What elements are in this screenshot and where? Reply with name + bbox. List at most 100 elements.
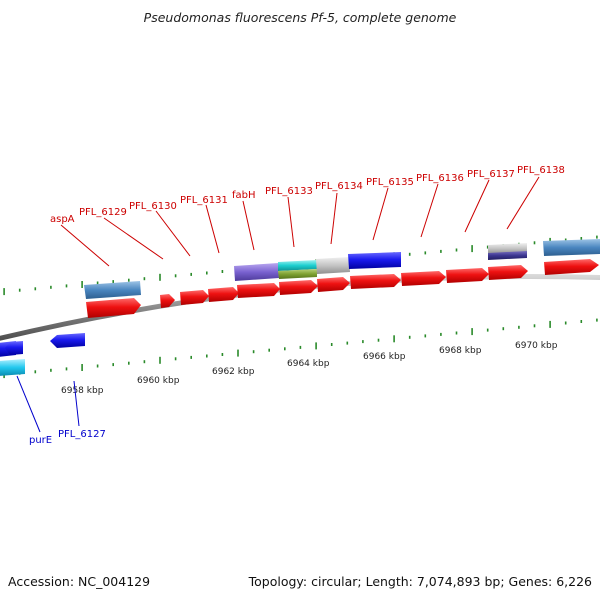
- forward-label-leaders: [60, 176, 540, 267]
- gene-feature-forward[interactable]: [544, 259, 599, 275]
- reverse-label-leaders: [16, 375, 80, 433]
- gene-label-pfl-6130[interactable]: PFL_6130: [129, 201, 177, 212]
- gene-feature-pfl-6137[interactable]: [446, 268, 489, 283]
- annotation-feature[interactable]: [84, 281, 141, 299]
- gene-feature-reverse[interactable]: [0, 359, 25, 376]
- major-tick: [81, 364, 83, 371]
- gene-feature-pfl-6131[interactable]: [208, 287, 239, 302]
- minor-tick: [96, 281, 99, 285]
- scale-label: 6962 kbp: [212, 367, 255, 377]
- reverse-gene-labels: purE PFL_6127: [29, 429, 106, 446]
- gene-feature-pfl-6134[interactable]: [317, 277, 350, 292]
- accession-text: Accession: NC_004129: [8, 574, 151, 589]
- leader-line: [205, 204, 220, 254]
- gene-feature-pfl-6135[interactable]: [350, 274, 401, 289]
- gene-feature-fabh[interactable]: [237, 283, 280, 298]
- gene-feature-aspa[interactable]: [86, 298, 141, 318]
- scale-label: 6968 kbp: [439, 346, 482, 356]
- gene-feature-pfl-6130[interactable]: [180, 290, 209, 305]
- major-tick: [549, 320, 551, 328]
- minor-tick: [564, 321, 567, 325]
- minor-tick: [190, 355, 192, 359]
- minor-tick: [206, 354, 208, 358]
- leader-line: [60, 224, 110, 267]
- gene-label-pfl-6138[interactable]: PFL_6138: [517, 165, 565, 176]
- annotation-feature[interactable]: [348, 252, 401, 269]
- annotation-feature[interactable]: [316, 257, 350, 274]
- scale-label: 6966 kbp: [363, 352, 406, 362]
- minor-tick: [128, 278, 130, 282]
- minor-tick: [533, 241, 536, 245]
- gene-feature-reverse[interactable]: [50, 333, 85, 348]
- gene-label-aspa[interactable]: aspA: [50, 214, 75, 225]
- minor-tick: [362, 340, 364, 344]
- minor-tick: [18, 288, 21, 292]
- gene-label-pfl-6134[interactable]: PFL_6134: [315, 181, 363, 192]
- minor-tick: [502, 327, 505, 331]
- gene-feature-reverse[interactable]: [5, 341, 23, 355]
- gene-label-pfl-6133[interactable]: PFL_6133: [265, 186, 313, 197]
- gene-feature-pfl-6136[interactable]: [401, 271, 446, 286]
- gene-feature-pfl-6133[interactable]: [279, 280, 318, 295]
- leader-line: [242, 200, 255, 251]
- gene-feature-pfl-6138[interactable]: [488, 265, 528, 280]
- minor-tick: [486, 328, 489, 332]
- genome-summary: Topology: circular; Length: 7,074,893 bp…: [248, 574, 592, 589]
- minor-tick: [440, 332, 442, 336]
- annotation-feature[interactable]: [278, 269, 317, 279]
- leader-line: [330, 192, 338, 245]
- gene-label-pure[interactable]: purE: [29, 435, 52, 446]
- forward-strand-features: [86, 259, 599, 318]
- leader-line: [464, 179, 490, 233]
- major-tick: [3, 288, 5, 296]
- minor-tick: [190, 272, 192, 276]
- major-tick: [81, 281, 83, 288]
- major-tick: [159, 356, 161, 364]
- scale-label: 6960 kbp: [137, 376, 180, 386]
- minor-tick: [580, 237, 583, 240]
- annotation-features: [84, 239, 600, 299]
- gene-label-fabh[interactable]: fabH: [232, 190, 256, 201]
- gene-label-pfl-6131[interactable]: PFL_6131: [180, 195, 228, 206]
- major-tick: [393, 335, 395, 343]
- leader-line: [16, 375, 41, 433]
- minor-tick: [330, 343, 333, 346]
- minor-tick: [50, 285, 52, 289]
- annotation-feature[interactable]: [488, 243, 527, 254]
- minor-tick: [455, 331, 458, 335]
- gene-label-pfl-6137[interactable]: PFL_6137: [467, 169, 515, 180]
- leader-line: [506, 176, 540, 230]
- leader-line: [73, 380, 80, 427]
- minor-tick: [299, 345, 302, 349]
- minor-tick: [174, 357, 177, 361]
- minor-tick: [408, 252, 411, 256]
- minor-tick: [518, 325, 520, 329]
- leader-line: [372, 187, 389, 241]
- reverse-strand-features: [0, 333, 85, 376]
- minor-tick: [564, 238, 567, 242]
- scale-label: 6964 kbp: [287, 359, 330, 369]
- annotation-feature[interactable]: [543, 239, 600, 256]
- minor-tick: [455, 248, 458, 252]
- leader-line: [287, 196, 295, 248]
- gene-label-pfl-6135[interactable]: PFL_6135: [366, 177, 414, 188]
- leader-line: [420, 183, 439, 238]
- minor-tick: [65, 367, 68, 371]
- gene-feature-pfl-6129[interactable]: [160, 294, 175, 308]
- minor-tick: [112, 280, 114, 284]
- gene-label-pfl-6129[interactable]: PFL_6129: [79, 207, 127, 218]
- annotation-feature[interactable]: [488, 251, 527, 260]
- minor-tick: [596, 235, 598, 239]
- annotation-feature[interactable]: [234, 263, 279, 281]
- minor-tick: [252, 350, 255, 354]
- major-tick: [471, 328, 473, 336]
- gene-label-pfl-6136[interactable]: PFL_6136: [416, 173, 464, 184]
- major-tick: [159, 273, 161, 281]
- annotation-feature[interactable]: [278, 260, 317, 271]
- minor-tick: [424, 334, 427, 338]
- minor-tick: [96, 364, 99, 368]
- leader-line: [103, 217, 164, 260]
- major-tick: [237, 349, 239, 357]
- gene-label-pfl-6127[interactable]: PFL_6127: [58, 429, 106, 440]
